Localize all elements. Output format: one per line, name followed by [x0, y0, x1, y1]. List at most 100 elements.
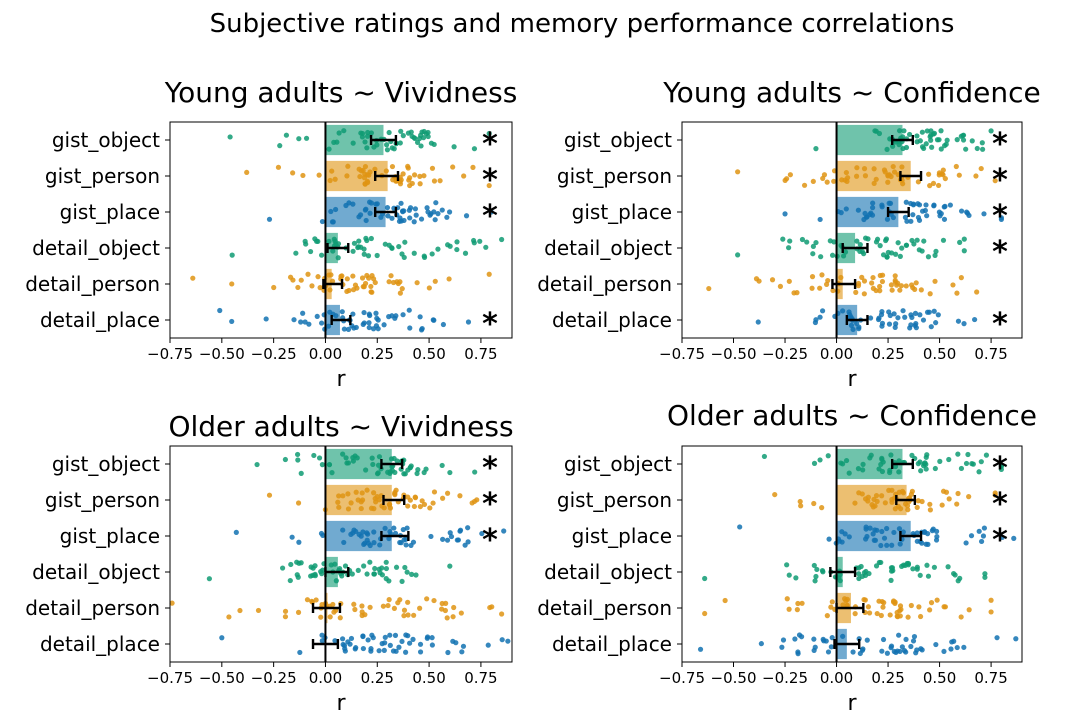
data-point — [295, 574, 301, 580]
data-point — [912, 286, 918, 293]
data-point — [365, 129, 371, 136]
data-point — [376, 497, 382, 503]
data-point — [439, 606, 445, 612]
data-point — [917, 138, 923, 144]
data-point — [411, 172, 418, 178]
data-point — [450, 614, 456, 620]
significance-star: * — [992, 487, 1008, 522]
data-point — [861, 251, 867, 257]
significance-star: * — [482, 307, 498, 342]
data-point — [363, 467, 369, 473]
data-point — [844, 602, 850, 608]
data-point — [412, 495, 419, 501]
ytick-label: detail_object — [544, 560, 672, 584]
data-point — [271, 284, 277, 291]
data-point — [369, 289, 375, 295]
data-point — [940, 237, 947, 243]
data-point — [369, 632, 375, 638]
data-point — [316, 172, 322, 178]
data-point — [828, 644, 834, 650]
data-point — [335, 255, 341, 261]
data-point — [376, 454, 383, 460]
data-point — [812, 578, 818, 584]
data-point — [862, 210, 868, 217]
data-point — [487, 604, 493, 611]
data-point — [396, 243, 402, 250]
data-point — [889, 287, 895, 293]
data-point — [381, 647, 387, 653]
data-point — [371, 490, 377, 496]
data-point — [333, 313, 339, 319]
data-point — [909, 237, 915, 244]
data-point — [386, 242, 392, 248]
data-point — [840, 253, 847, 259]
data-point — [885, 179, 891, 185]
data-point — [377, 542, 383, 548]
data-point — [233, 529, 239, 536]
chart-panels: Young adults ~ Vividness * gist_object * gis… — [25, 76, 1040, 716]
data-point — [799, 600, 805, 606]
ytick-label: gist_person — [45, 488, 160, 512]
data-point — [978, 459, 984, 465]
data-point — [927, 291, 933, 297]
points-detail_place — [219, 632, 511, 656]
data-point — [499, 611, 505, 617]
data-point — [461, 173, 467, 179]
data-point — [787, 238, 793, 244]
data-point — [332, 638, 338, 644]
data-point — [374, 142, 380, 148]
data-point — [934, 137, 941, 143]
data-point — [866, 570, 872, 577]
data-point — [947, 202, 953, 208]
data-point — [899, 245, 905, 251]
data-point — [829, 635, 835, 641]
data-point — [295, 457, 301, 463]
data-point — [413, 572, 419, 578]
data-point — [884, 542, 890, 548]
data-point — [391, 605, 398, 612]
data-point — [972, 316, 978, 323]
data-point — [429, 165, 436, 171]
ytick-label: detail_object — [544, 236, 672, 260]
points-gist_person — [266, 487, 480, 513]
data-point — [383, 559, 389, 565]
data-point — [856, 280, 862, 287]
data-point — [368, 200, 375, 206]
data-point — [810, 243, 816, 250]
data-point — [483, 244, 489, 250]
data-point — [405, 130, 411, 136]
data-point — [896, 128, 903, 134]
data-point — [878, 612, 884, 619]
data-point — [958, 614, 964, 620]
points-detail_object — [702, 559, 988, 584]
xtick-label: 0.50 — [412, 345, 445, 363]
data-point — [915, 498, 921, 504]
data-point — [886, 321, 893, 327]
data-point — [938, 128, 944, 134]
data-point — [873, 239, 880, 245]
data-point — [398, 177, 404, 183]
data-point — [350, 140, 356, 146]
data-point — [331, 236, 337, 242]
data-point — [421, 254, 428, 260]
data-point — [937, 458, 943, 464]
significance-star: * — [482, 199, 498, 234]
data-point — [811, 500, 817, 507]
data-point — [879, 456, 885, 463]
data-point — [825, 453, 831, 459]
data-point — [824, 179, 830, 185]
data-point — [934, 597, 940, 603]
data-point — [856, 324, 862, 330]
data-point — [818, 254, 824, 260]
data-point — [425, 133, 431, 140]
data-point — [780, 637, 787, 643]
data-point — [405, 599, 411, 605]
ytick-label: detail_object — [32, 236, 160, 260]
data-point — [871, 180, 877, 186]
data-point — [963, 460, 970, 467]
data-point — [361, 309, 367, 316]
data-point — [263, 316, 269, 322]
data-point — [945, 564, 951, 570]
data-point — [916, 202, 923, 208]
points-detail_place — [697, 632, 1019, 657]
